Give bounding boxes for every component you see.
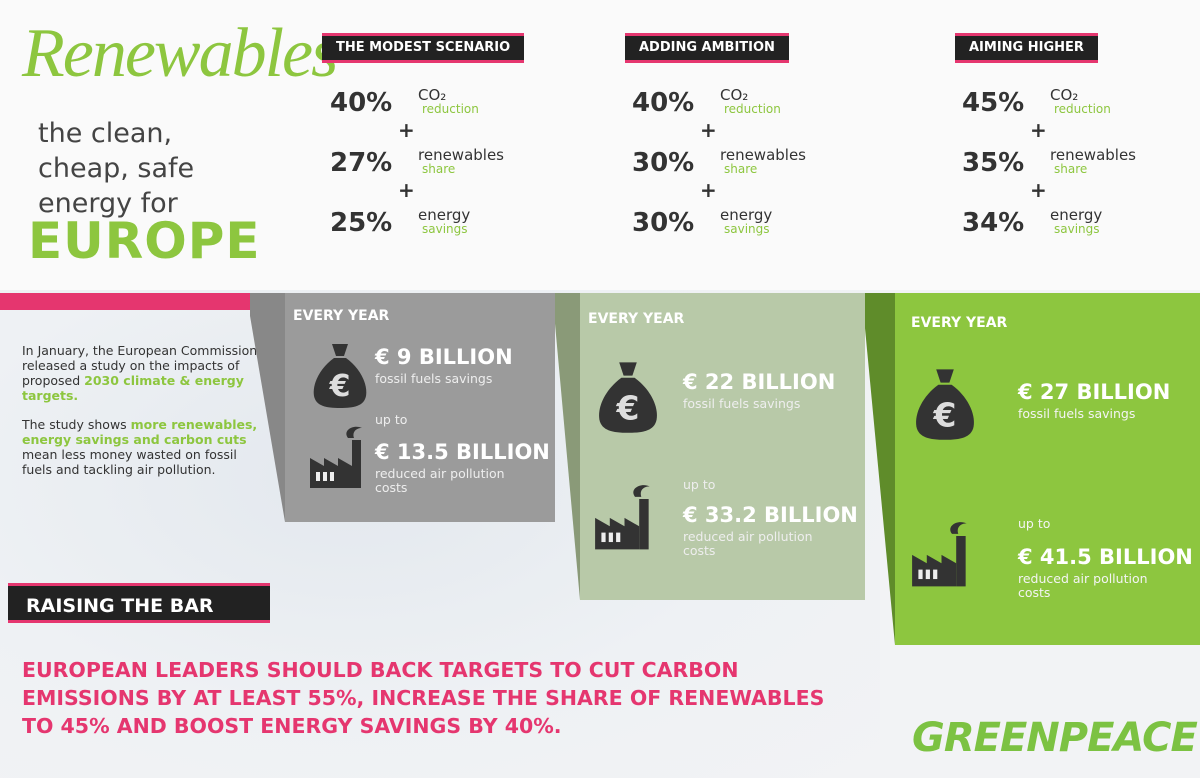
plus-sign: + — [1030, 178, 1047, 202]
pollution-text: reduced air pollution costs — [683, 529, 813, 558]
target-value: 40% — [632, 88, 695, 118]
target-label: renewables — [720, 146, 806, 164]
target-label: CO₂ — [1050, 86, 1079, 104]
paragraph: In January, the European Commission rele… — [22, 343, 262, 403]
target-sub: share — [1054, 162, 1088, 176]
target-value: 45% — [962, 88, 1025, 118]
target-value: 30% — [632, 208, 695, 238]
pollution-amount: € 33.2 BILLION — [683, 503, 858, 527]
target-sub: share — [724, 162, 758, 176]
fossil-text: fossil fuels savings — [375, 371, 493, 386]
period: EVERY YEAR — [293, 308, 390, 324]
target-label: renewables — [418, 146, 504, 164]
fossil-amount: € 9 BILLION — [375, 345, 513, 369]
text: The study shows — [22, 417, 131, 432]
highlight: more renewables, energy savings and carb… — [22, 417, 258, 447]
plus-sign: + — [700, 178, 717, 202]
money-bag-icon: € — [313, 344, 367, 408]
target-sub: savings — [1054, 222, 1100, 236]
target-value: 25% — [330, 208, 393, 238]
headline: EUROPE — [28, 212, 261, 270]
fossil-text: fossil fuels savings — [683, 396, 801, 411]
pollution-amount: € 13.5 BILLION — [375, 440, 550, 464]
target-label: renewables — [1050, 146, 1136, 164]
pollution-amount: € 41.5 BILLION — [1018, 545, 1193, 569]
pollution-text: reduced air pollution costs — [375, 466, 505, 495]
target-label: CO₂ — [418, 86, 447, 104]
plus-sign: + — [1030, 118, 1047, 142]
factory-icon — [912, 522, 967, 587]
target-sub: share — [422, 162, 456, 176]
svg-text:€: € — [329, 369, 351, 404]
period: EVERY YEAR — [911, 315, 1008, 331]
prefix: up to — [1018, 516, 1051, 531]
period: EVERY YEAR — [588, 311, 685, 327]
factory-icon — [595, 485, 650, 550]
target-value: 30% — [632, 148, 695, 178]
pollution-text: reduced air pollution costs — [1018, 571, 1148, 600]
target-value: 34% — [962, 208, 1025, 238]
money-bag-icon: € — [916, 369, 974, 440]
text: mean less money wasted on fossil fuels a… — [22, 447, 237, 477]
fossil-amount: € 27 BILLION — [1018, 380, 1171, 404]
highlight: 2030 climate & energy targets. — [22, 373, 244, 403]
scenario-ribbon: AIMING HIGHER — [955, 33, 1098, 63]
intro: In January, the European Commission rele… — [22, 343, 262, 491]
text: In January, the European Commission rele… — [22, 343, 258, 388]
scenario-ribbon: THE MODEST SCENARIO — [322, 33, 525, 63]
target-sub: reduction — [422, 102, 479, 116]
fossil-amount: € 22 BILLION — [683, 370, 836, 394]
target-label: energy — [720, 206, 773, 224]
fossil-text: fossil fuels savings — [1018, 406, 1136, 421]
title: Renewables — [22, 15, 338, 92]
paragraph: The study shows more renewables, energy … — [22, 417, 262, 477]
target-label: energy — [418, 206, 471, 224]
target-value: 40% — [330, 88, 393, 118]
target-sub: reduction — [724, 102, 781, 116]
prefix: up to — [375, 412, 408, 427]
tagline: cheap, safe — [38, 153, 195, 184]
tagline: energy for — [38, 188, 178, 219]
svg-text:€: € — [616, 389, 640, 428]
target-label: CO₂ — [720, 86, 749, 104]
scenario-ribbon: ADDING AMBITION — [625, 33, 789, 63]
call-to-action: EUROPEAN LEADERS SHOULD BACK TARGETS TO … — [22, 658, 825, 738]
prefix: up to — [683, 477, 716, 492]
logo: GREENPEACE — [912, 715, 1198, 761]
pink-band — [0, 293, 250, 310]
target-value: 27% — [330, 148, 393, 178]
target-sub: savings — [724, 222, 770, 236]
factory-icon — [310, 426, 362, 488]
target-sub: reduction — [1054, 102, 1111, 116]
section-ribbon: RAISING THE BAR — [8, 583, 270, 623]
svg-text:€: € — [933, 396, 957, 435]
plus-sign: + — [700, 118, 717, 142]
plus-sign: + — [398, 118, 415, 142]
tagline: the clean, — [38, 118, 173, 149]
target-value: 35% — [962, 148, 1025, 178]
money-bag-icon: € — [599, 362, 657, 433]
target-label: energy — [1050, 206, 1103, 224]
plus-sign: + — [398, 178, 415, 202]
target-sub: savings — [422, 222, 468, 236]
